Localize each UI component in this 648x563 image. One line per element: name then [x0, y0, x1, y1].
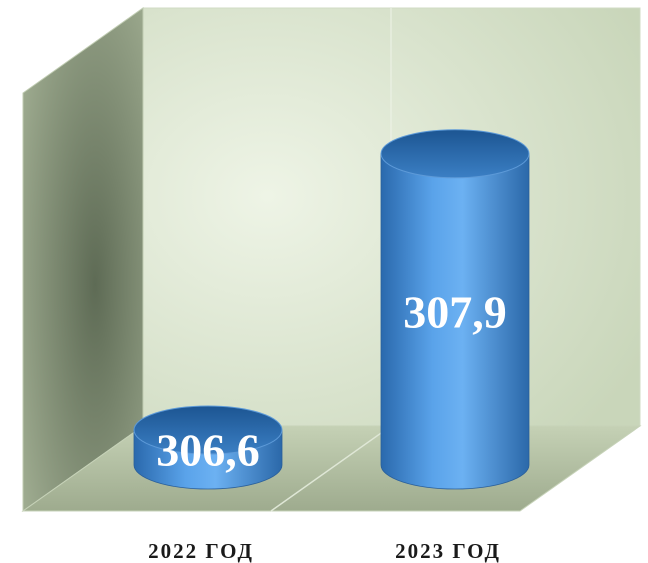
category-label-1: 2022 ГОД: [148, 539, 254, 563]
bar-body-2: [380, 153, 530, 490]
floor-divider: [270, 425, 392, 512]
bar-top-1: [133, 405, 283, 455]
category-label-2: 2023 ГОД: [395, 539, 501, 563]
value-label-1: 306,6: [156, 425, 260, 476]
bar-1: [133, 405, 283, 490]
value-label-2: 307,9: [403, 286, 507, 337]
bar-2: [380, 129, 530, 490]
bars-group: [133, 129, 530, 490]
bar-top-2: [380, 129, 530, 179]
labels-group: 306,6 2022 ГОД 307,9 2023 ГОД: [148, 286, 507, 563]
chart-side-wall: [22, 7, 144, 512]
